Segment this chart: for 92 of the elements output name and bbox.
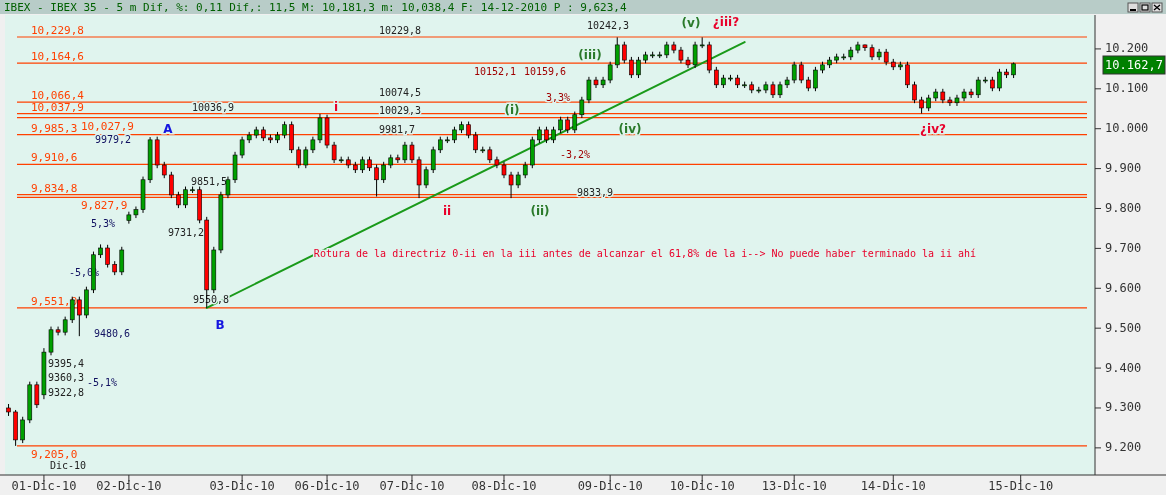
y-tick-label: 9.200	[1105, 440, 1142, 455]
ref-line-label: 9,205,0	[31, 447, 78, 461]
candlestick	[975, 76, 981, 99]
candlestick	[20, 416, 25, 444]
ref-line-label: 9,985,3	[31, 121, 78, 135]
y-tick-label: 9.700	[1105, 240, 1142, 255]
ref-line-label: 9,910,6	[31, 151, 78, 165]
x-tick-label: 09-Dic-10	[577, 479, 643, 493]
annotation: 9731,2	[167, 227, 205, 238]
candlestick	[183, 186, 188, 209]
candlestick	[912, 81, 917, 104]
annotation: (v)	[681, 15, 701, 30]
annotation: 9851,5	[190, 176, 228, 187]
candlestick	[905, 61, 910, 89]
annotation: A	[163, 121, 174, 136]
x-tick-label: 13-Dic-10	[761, 479, 827, 493]
annotation: i	[333, 99, 339, 114]
y-tick-label: 9.300	[1105, 400, 1142, 415]
chart-title: IBEX - IBEX 35 - 5 m Dif, %: 0,11 Dif,: 11,5 M: 10,181,3 m: 10,038,4 F: 14-12-2010 P : 9,623,4	[4, 1, 627, 14]
ref-line-label: 9,827,9	[81, 199, 128, 213]
candlestick	[62, 316, 68, 336]
candlestick	[430, 146, 436, 174]
candlestick	[714, 66, 719, 89]
y-tick-label: 9.400	[1105, 360, 1142, 375]
x-tick-label: 08-Dic-10	[471, 479, 537, 493]
y-tick-label: 9.600	[1105, 280, 1142, 295]
y-tick-label: 10.000	[1105, 121, 1149, 136]
annotation: 9395,4	[47, 358, 85, 369]
annotation: 9322,8	[47, 387, 85, 398]
annotation: (i)	[504, 102, 520, 117]
ref-line-label: 10,027,9	[81, 119, 134, 133]
x-tick-label: 10-Dic-10	[669, 479, 735, 493]
annotation: 9360,3	[47, 372, 85, 383]
x-tick-label: 02-Dic-10	[96, 479, 162, 493]
x-tick-label: 07-Dic-10	[379, 479, 445, 493]
annotation: 10159,6	[523, 66, 567, 77]
ref-line-label: 10,164,6	[31, 50, 84, 64]
candlestick	[614, 36, 620, 69]
x-tick-label: 06-Dic-10	[294, 479, 360, 493]
annotation: ¿iv?	[920, 121, 946, 136]
candlestick	[636, 56, 641, 79]
candlestick	[473, 131, 478, 154]
y-tick-label: 9.900	[1105, 161, 1142, 176]
candlestick	[77, 296, 82, 337]
annotation: 10036,9	[191, 102, 235, 113]
annotation: ii	[442, 203, 452, 218]
annotation: -5,1%	[86, 377, 118, 388]
x-tick-label: 01-Dic-10	[11, 479, 77, 493]
annotation: 5,3%	[90, 218, 116, 229]
ref-line-label: 10,037,9	[31, 100, 84, 114]
annotation: B	[215, 317, 225, 332]
candlestick	[629, 56, 634, 79]
text: 10.162,7	[1105, 57, 1163, 72]
candlestick	[296, 146, 302, 169]
annotation: 9480,6	[93, 328, 131, 339]
y-tick-label: 9.800	[1105, 201, 1142, 215]
x-tick-label: 03-Dic-10	[209, 479, 275, 493]
annotation: Rotura de la directriz 0-ii en la iii antes de alcanzar el 61,8% de la i--> No puede haber terminado la ii ahí	[313, 248, 977, 259]
annotation: (iii)	[578, 47, 602, 62]
annotation: -3,2%	[559, 149, 591, 160]
annotation: 10152,1	[473, 66, 517, 77]
candlestick	[607, 61, 613, 84]
candlestick	[119, 246, 125, 276]
candlestick	[169, 171, 174, 199]
annotation: 9979,2	[94, 134, 132, 145]
candlestick	[303, 146, 309, 169]
candlestick	[105, 244, 110, 269]
candlestick	[572, 111, 578, 134]
candlestick	[374, 164, 379, 198]
y-tick-label: 10.100	[1105, 81, 1149, 96]
x-tick-label: 15-Dic-10	[988, 479, 1054, 493]
annotation: 10242,3	[586, 20, 630, 31]
candlestick	[791, 61, 797, 84]
annotation: 10229,8	[378, 25, 422, 36]
annotation: 3,3%	[545, 92, 571, 103]
annotation: 10074,5	[378, 87, 422, 98]
x-tick-label: 14-Dic-10	[860, 479, 926, 493]
ref-line-label: 10,229,8	[31, 24, 84, 38]
candlestick	[798, 61, 804, 84]
candlestick	[813, 66, 818, 92]
candlestick	[622, 41, 627, 64]
annotation: ¿iii?	[712, 14, 740, 29]
annotation: (ii)	[530, 203, 550, 218]
y-tick-label: 9.500	[1105, 320, 1142, 335]
candlestick	[381, 161, 386, 184]
annotation: (iv)	[618, 121, 642, 136]
annotation: 9981,7	[378, 124, 416, 135]
annotation: Dic-10	[49, 460, 87, 471]
candlestick	[997, 68, 1002, 92]
ref-line-label: 10,066,4	[31, 89, 85, 103]
ref-line-label: 9,834,8	[31, 181, 78, 195]
y-tick-label: 10.200	[1105, 41, 1149, 56]
